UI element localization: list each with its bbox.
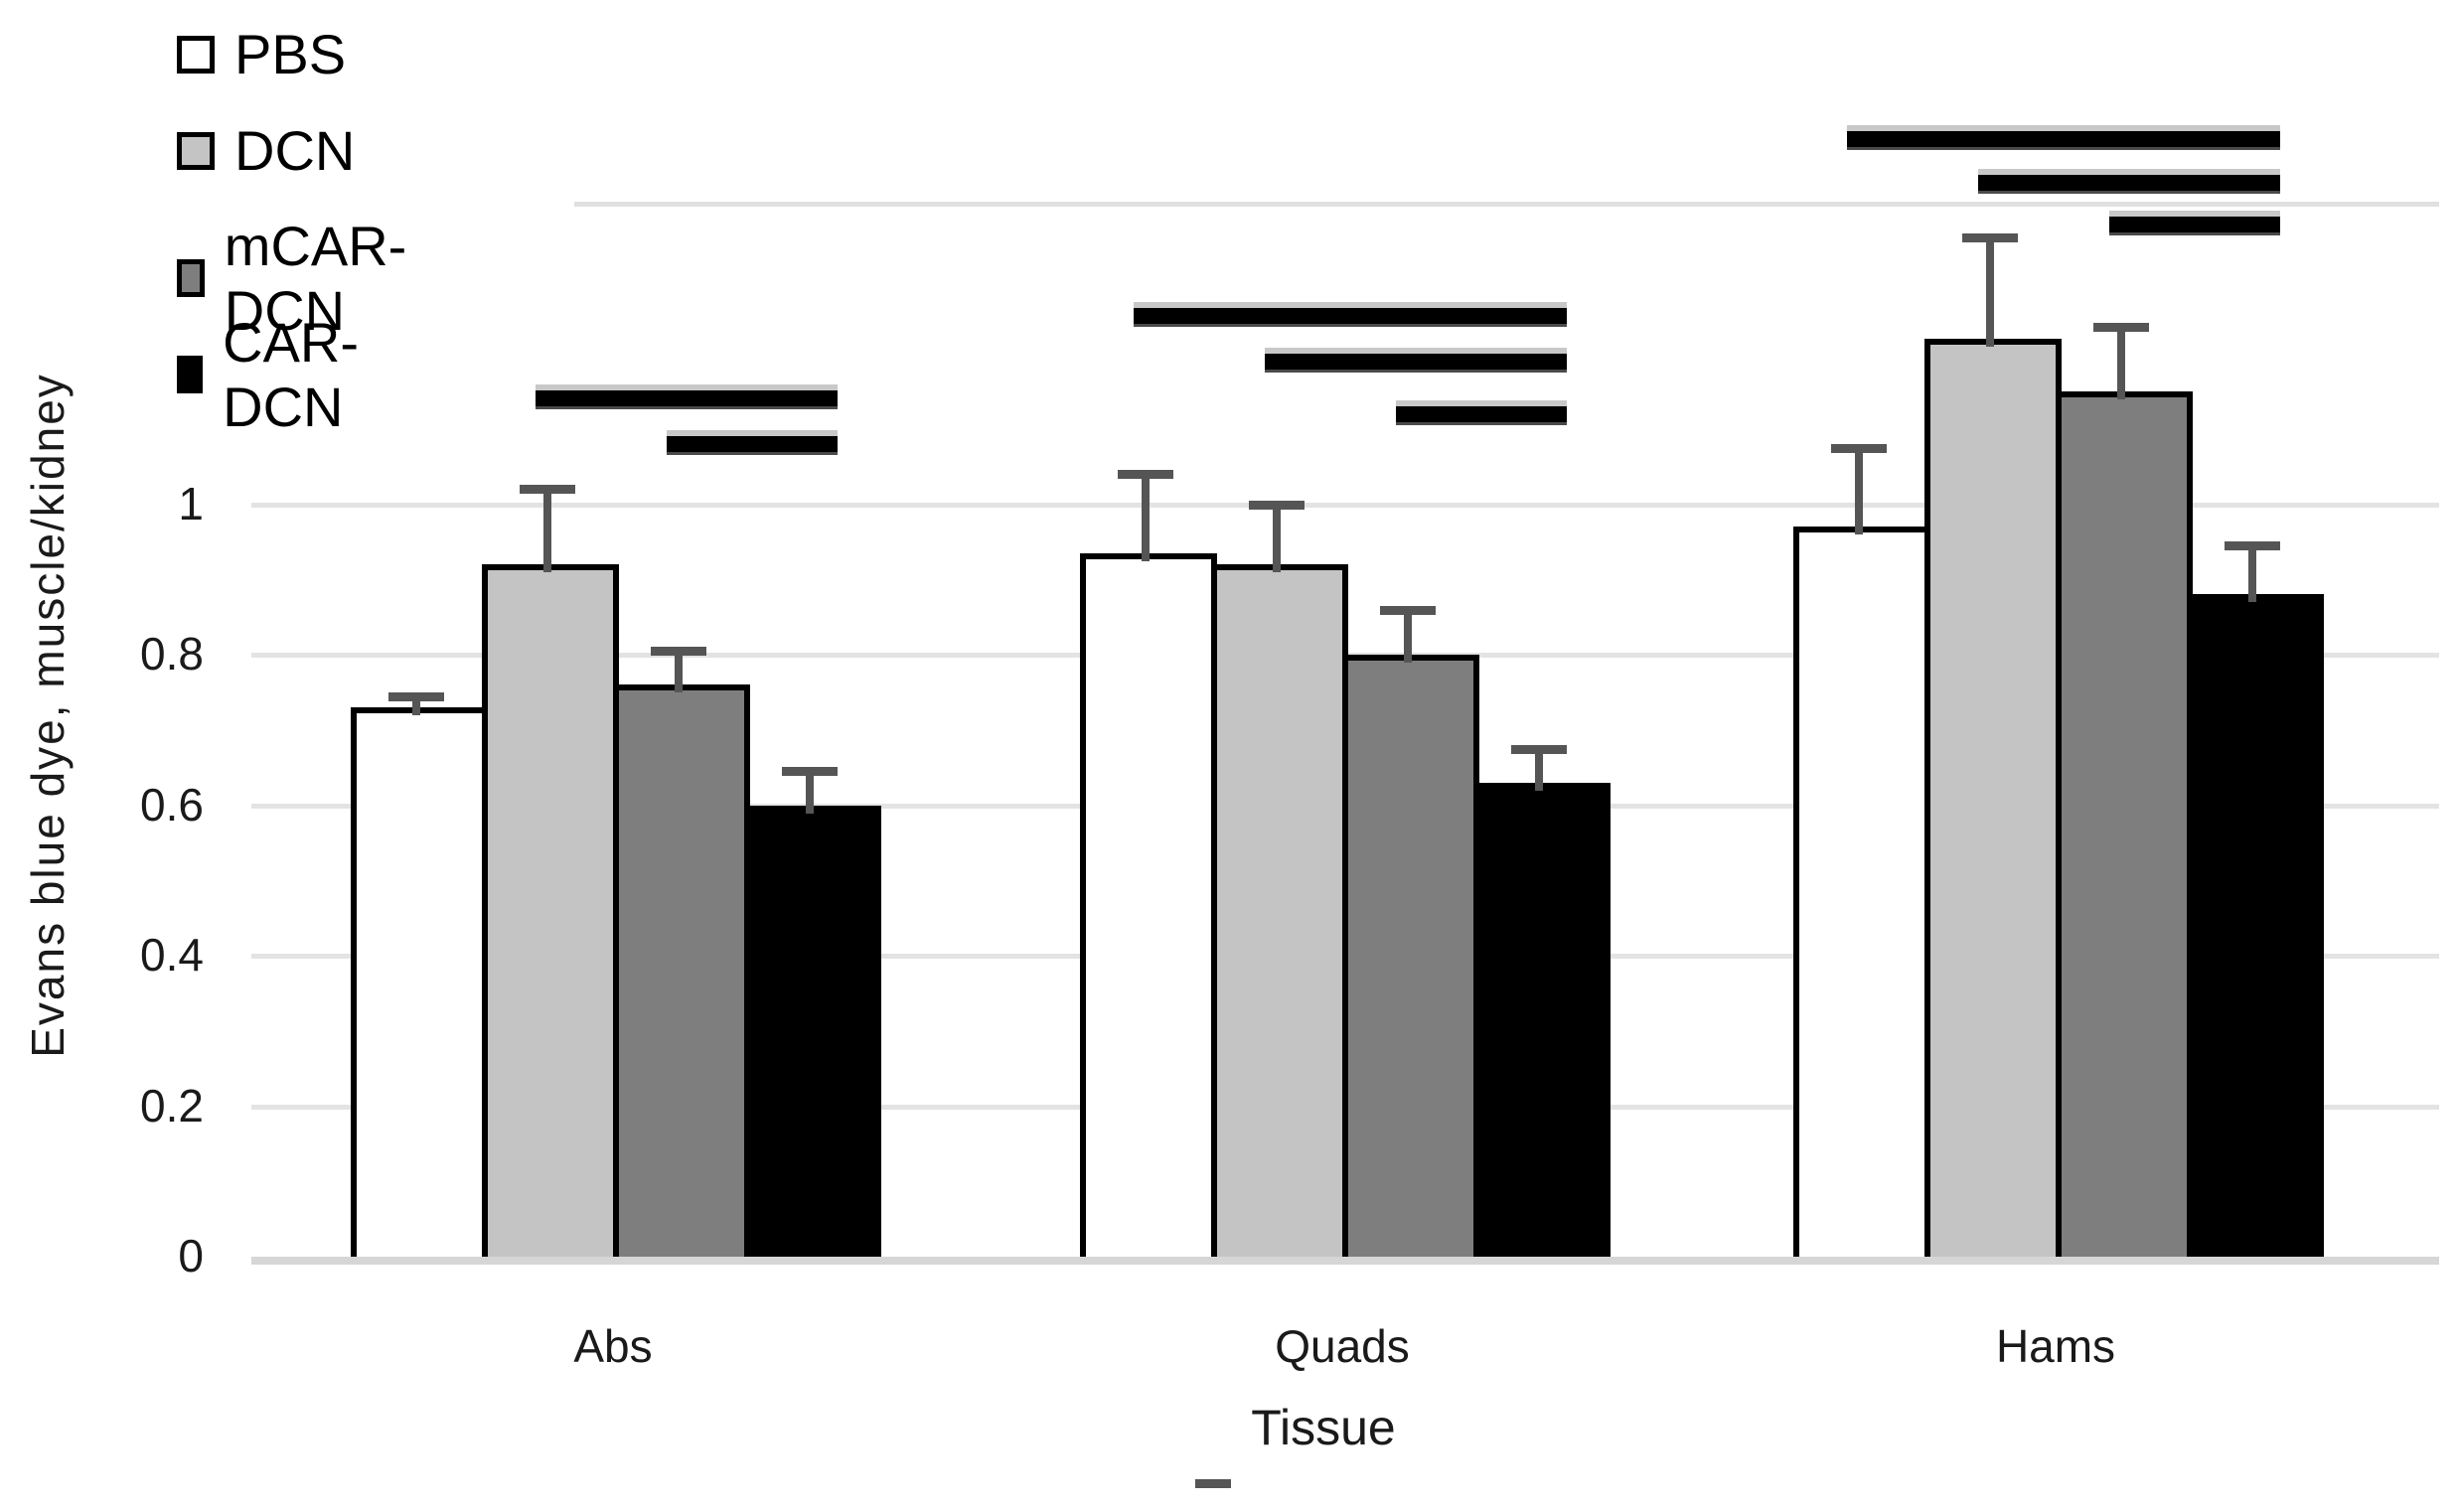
error-bar-stem	[543, 489, 551, 572]
error-bar-cap	[1380, 606, 1436, 615]
error-bar-stem	[675, 651, 683, 692]
error-bar-cap	[1249, 501, 1305, 510]
error-bar-cap	[782, 767, 838, 776]
legend-label: mCAR-DCN	[224, 215, 407, 342]
significance-bar-hams-dcn-vs-car-dcn	[1978, 175, 2280, 191]
error-bar-cap	[1962, 233, 2018, 242]
category-label-hams: Hams	[1995, 1320, 2116, 1372]
y-tick-label: 1	[178, 478, 204, 529]
error-bar-stem	[1142, 474, 1150, 561]
bar-pbs-hams	[1793, 527, 1930, 1257]
error-bar-stem	[806, 771, 814, 814]
category-label-abs: Abs	[573, 1320, 653, 1372]
y-tick-label: 0	[178, 1230, 204, 1282]
x-axis-line	[251, 1257, 2439, 1265]
legend-label: PBS	[234, 23, 347, 85]
error-bar-cap	[2225, 541, 2280, 550]
significance-bar-hams-pbs-vs-car-dcn	[1847, 131, 2280, 147]
legend-swatch-pbs	[177, 35, 215, 74]
error-bar-cap	[2093, 323, 2149, 332]
error-bar-stem	[1855, 448, 1863, 534]
legend-item-dcn: DCN	[177, 118, 355, 183]
bar-pbs-abs	[351, 707, 488, 1257]
significance-bar-abs-dcn-vs-car-dcn	[536, 390, 838, 406]
bar-car-dcn-abs	[744, 806, 881, 1257]
y-tick-label: 0.6	[140, 779, 204, 831]
legend-label: DCN	[234, 119, 356, 182]
x-axis-title: Tissue	[1251, 1400, 1396, 1455]
legend-item-car-dcn: CAR-DCN	[177, 310, 371, 439]
error-bar-stem	[412, 696, 420, 715]
error-bar-cap	[1511, 745, 1567, 754]
error-bar-cap	[388, 692, 444, 701]
error-bar-stem	[2117, 327, 2125, 399]
legend-swatch-dcn	[177, 131, 215, 170]
legend-swatch-mcar-dcn	[177, 259, 205, 297]
bar-pbs-quads	[1080, 553, 1217, 1257]
error-bar-stem	[2248, 545, 2256, 602]
error-bar-cap	[1831, 444, 1887, 453]
legend-item-pbs: PBS	[177, 22, 346, 86]
bar-dcn-quads	[1211, 564, 1348, 1257]
error-bar-stem	[1404, 610, 1412, 663]
significance-bar-hams-mcar-dcn-vs-car-dcn	[2109, 217, 2280, 232]
y-tick-label: 0.8	[140, 628, 204, 680]
y-tick-label: 0.2	[140, 1080, 204, 1132]
error-bar-stem	[1535, 749, 1543, 791]
error-bar-stem	[1986, 237, 1994, 347]
significance-bar-abs-mcar-dcn-vs-car-dcn	[667, 436, 838, 452]
error-bar-cap	[651, 647, 706, 656]
gridline	[251, 503, 2439, 508]
legend-swatch-car-dcn	[177, 356, 204, 393]
error-bar-cap	[1118, 470, 1173, 479]
significance-bar-quads-mcar-dcn-vs-car-dcn	[1396, 406, 1567, 422]
error-bar-stem	[1273, 505, 1281, 572]
top-gridline	[574, 202, 2439, 207]
category-label-quads: Quads	[1275, 1320, 1410, 1372]
bar-car-dcn-quads	[1473, 783, 1611, 1257]
legend-label: CAR-DCN	[223, 311, 360, 438]
legend-item-mcar-dcn: mCAR-DCN	[177, 214, 417, 343]
axis-dash-mark	[1195, 1479, 1231, 1488]
bar-dcn-hams	[1924, 339, 2062, 1257]
significance-bar-quads-pbs-vs-car-dcn	[1134, 308, 1567, 324]
y-tick-label: 0.4	[140, 929, 204, 981]
bar-car-dcn-hams	[2187, 594, 2324, 1257]
error-bar-cap	[520, 485, 575, 494]
bar-mcar-dcn-quads	[1342, 655, 1479, 1257]
bar-dcn-abs	[482, 564, 619, 1257]
bar-mcar-dcn-hams	[2056, 391, 2193, 1257]
bar-mcar-dcn-abs	[613, 684, 750, 1257]
significance-bar-quads-dcn-vs-car-dcn	[1265, 354, 1567, 370]
